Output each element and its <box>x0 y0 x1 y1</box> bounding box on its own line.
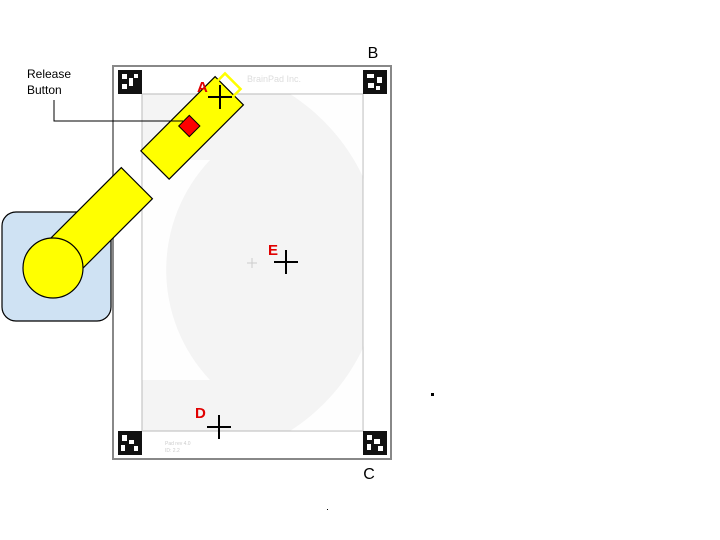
fiducial-bottom-left <box>118 431 142 455</box>
pad-brand: BrainPad Inc. <box>247 74 301 84</box>
fiducial-top-right <box>363 70 387 94</box>
pad-arc-highlight <box>290 94 383 431</box>
release-label-line2: Button <box>27 83 62 97</box>
crosshair-a <box>208 85 232 109</box>
crosshair-d <box>207 415 231 439</box>
point-label-a: A <box>197 79 208 96</box>
pad-footer-1: Pad rev 4.0 <box>165 441 191 447</box>
corner-label-c: C <box>363 466 375 483</box>
pad-arc-left <box>142 160 210 380</box>
pad-center-mark <box>247 258 257 268</box>
release-label-line1: Release <box>27 67 71 81</box>
release-button <box>177 114 201 138</box>
stray-dot <box>431 393 434 396</box>
fiducial-top-left <box>118 70 142 94</box>
fiducial-bottom-right <box>363 431 387 455</box>
release-leader-line <box>53 100 183 122</box>
stray-dot-small <box>327 509 328 510</box>
shoulder-joint <box>22 237 84 299</box>
pad-footer-2: ID: 2.2 <box>165 448 180 454</box>
point-label-e: E <box>268 242 278 259</box>
point-label-d: D <box>195 405 206 422</box>
corner-label-b: B <box>368 45 379 62</box>
crosshair-e <box>274 250 298 274</box>
